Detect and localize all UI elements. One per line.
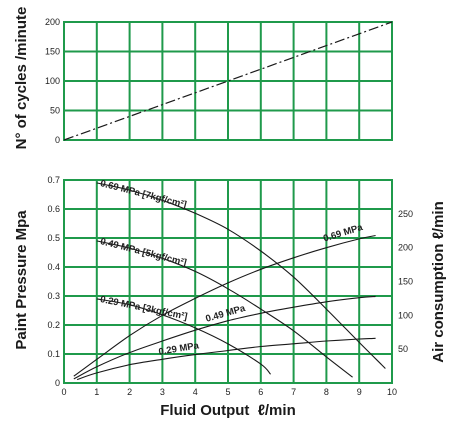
pressure-tick-label: 0.3 [47,291,60,301]
cycles-tick-label: 200 [45,17,60,27]
fluid-output-tick-label: 0 [61,387,66,397]
air-consumption-axis-label: Air consumption ℓ/min [430,201,447,363]
pressure-curve [96,182,386,369]
axis-titles: N° of cycles /minute Paint Pressure Mpa … [13,7,447,419]
fluid-output-tick-label: 1 [94,387,99,397]
fluid-output-tick-label: 5 [225,387,230,397]
pressure-tick-label: 0.1 [47,349,60,359]
pressure-curve [96,298,272,375]
pressure-tick-label: 0 [55,378,60,388]
fluid-output-tick-label: 2 [127,387,132,397]
pressure-tick-label: 0.6 [47,204,60,214]
pressure-tick-label: 0.7 [47,175,60,185]
air-tick-label: 100 [398,310,413,320]
fluid-output-tick-label: 8 [324,387,329,397]
pressure-air-panel: 0 0.1 0.2 0.3 0.4 0.5 0.6 0.7 0 1 2 3 4 5 6 7 8 9 10 50 100 1… [47,175,413,397]
fluid-output-tick-label: 4 [193,387,198,397]
air-tick-label: 200 [398,243,413,253]
pressure-axis-title: Paint Pressure Mpa [13,210,30,350]
air-consumption-axis-title: Air consumption ℓ/min [430,201,447,363]
fluid-output-tick-label: 3 [160,387,165,397]
pressure-tick-label: 0.5 [47,233,60,243]
cycles-tick-label: 50 [50,106,60,116]
air-tick-label: 150 [398,277,413,287]
pressure-tick-label: 0.2 [47,320,60,330]
cycles-panel: 0 50 100 150 200 [45,17,393,145]
cycles-tick-label: 0 [55,135,60,145]
air-curve [73,295,376,380]
air-curve [76,337,376,381]
fluid-output-axis-unit: ℓ/min [258,402,296,419]
fluid-output-tick-label: 9 [357,387,362,397]
fluid-output-axis-title: Fluid Output ℓ/min [160,402,295,419]
air-tick-label: 250 [398,209,413,219]
fluid-output-tick-label: 7 [291,387,296,397]
cycles-line [63,21,393,141]
fluid-output-tick-label: 6 [258,387,263,397]
cycles-axis-title: N° of cycles /minute [13,7,30,150]
pressure-tick-label: 0.4 [47,262,60,272]
fluid-output-axis-label: Fluid Output [160,402,249,419]
fluid-output-tick-label: 10 [387,387,397,397]
pressure-curve [96,240,353,378]
air-curve [73,234,376,377]
cycles-tick-label: 150 [45,47,60,57]
air-tick-label: 50 [398,344,408,354]
cycles-tick-label: 100 [45,76,60,86]
